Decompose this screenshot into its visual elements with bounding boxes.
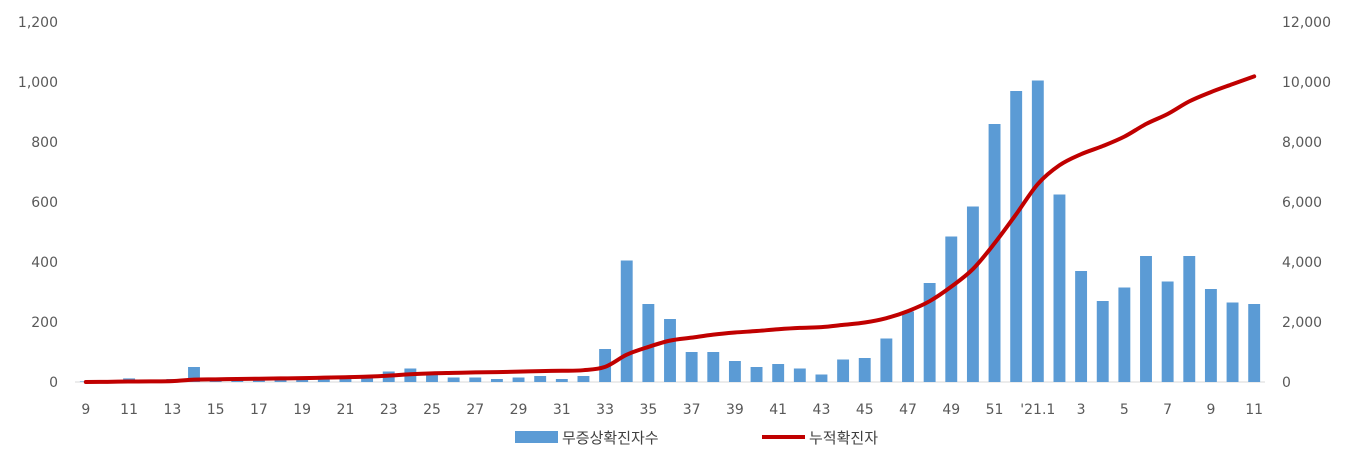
bar [1204, 289, 1217, 382]
x-axis-tick-label: 9 [81, 402, 90, 418]
bar [447, 377, 460, 382]
left-axis-tick-label: 800 [31, 135, 58, 151]
x-axis-tick-label: 15 [207, 402, 225, 418]
x-axis-tick-label: 51 [986, 402, 1004, 418]
bar [490, 379, 503, 382]
bar [555, 379, 568, 382]
bar [988, 124, 1001, 382]
x-axis-tick-label: 31 [553, 402, 571, 418]
bar [837, 359, 850, 382]
x-axis-tick-label: 37 [683, 402, 701, 418]
left-axis-tick-label: 1,000 [18, 75, 58, 91]
right-axis-tick-label: 10,000 [1282, 75, 1331, 91]
right-axis-tick-label: 4,000 [1282, 255, 1322, 271]
bar [1183, 256, 1196, 382]
bar [1075, 271, 1088, 382]
bar [685, 352, 698, 382]
bar [188, 367, 200, 382]
x-axis-tick-label: '21.1 [1020, 402, 1055, 418]
right-axis-tick-label: 8,000 [1282, 135, 1322, 151]
right-axis-tick-label: 2,000 [1282, 315, 1322, 331]
x-axis-tick-label: 11 [1245, 402, 1263, 418]
left-axis-tick-label: 0 [49, 375, 58, 391]
x-axis-tick-label: 29 [510, 402, 528, 418]
bar [858, 358, 871, 382]
cumulative-line [83, 74, 1257, 384]
x-axis-tick-label: 23 [380, 402, 398, 418]
x-axis-ticks: 9 11 13 15 17 19 21 23 25 27 29 31 33 35 37 39 41 43 45 47 4… [81, 402, 1263, 418]
left-axis-tick-label: 400 [31, 255, 58, 271]
bar [945, 236, 958, 382]
legend: 무증상확진자수 누적확진자 [515, 429, 878, 447]
bar [339, 377, 352, 382]
x-axis-tick-label: 41 [769, 402, 787, 418]
bar [577, 376, 590, 382]
bar [664, 319, 676, 382]
x-axis-tick-label: 21 [337, 402, 355, 418]
bar [469, 377, 482, 382]
bar [512, 377, 525, 382]
legend-bar-swatch [515, 431, 558, 443]
bar [815, 374, 828, 382]
x-axis-tick-label: 17 [250, 402, 268, 418]
bar [317, 377, 330, 382]
bar [1140, 256, 1152, 382]
x-axis-tick-label: 35 [639, 402, 657, 418]
right-axis-tick-label: 6,000 [1282, 195, 1322, 211]
bar [296, 379, 309, 382]
bar [880, 338, 893, 382]
bar [1226, 302, 1239, 382]
legend-bar-label: 무증상확진자수 [562, 429, 659, 447]
x-axis-tick-label: 47 [899, 402, 917, 418]
bar-series-group [79, 80, 1261, 382]
left-axis-tick-label: 1,200 [18, 15, 58, 31]
x-axis-tick-label: 3 [1077, 402, 1086, 418]
right-axis-tick-label: 0 [1282, 375, 1291, 391]
bar [620, 260, 633, 382]
x-axis-tick-label: 49 [942, 402, 960, 418]
bar [923, 283, 936, 382]
bar [426, 373, 438, 382]
x-axis-tick-label: 11 [120, 402, 138, 418]
x-axis-tick-label: 33 [596, 402, 614, 418]
x-axis-tick-label: 13 [163, 402, 181, 418]
x-axis-tick-label: 39 [726, 402, 744, 418]
x-axis-tick-label: 7 [1163, 402, 1172, 418]
left-axis-ticks: 0 200 400 600 800 1,000 1,200 [18, 15, 58, 391]
x-axis-tick-label: 45 [856, 402, 874, 418]
right-axis-ticks: 0 2,000 4,000 6,000 8,000 10,000 12,000 [1282, 15, 1331, 391]
bar [274, 379, 287, 382]
legend-line-label: 누적확진자 [809, 429, 878, 447]
bar [361, 376, 374, 382]
bar [1031, 80, 1044, 382]
bar [1248, 304, 1261, 382]
bar [707, 352, 720, 382]
bar [902, 311, 914, 382]
x-axis-tick-label: 25 [423, 402, 441, 418]
x-axis-tick-label: 5 [1120, 402, 1129, 418]
bar [772, 364, 785, 382]
x-axis-tick-label: 9 [1206, 402, 1215, 418]
bar [966, 206, 979, 382]
x-axis-tick-label: 43 [813, 402, 831, 418]
bar [1161, 281, 1174, 382]
bar [642, 304, 655, 382]
left-axis-tick-label: 200 [31, 315, 58, 331]
bar [1053, 194, 1066, 382]
bar [1118, 287, 1131, 382]
bar [1096, 301, 1109, 382]
x-axis-tick-label: 19 [293, 402, 311, 418]
right-axis-tick-label: 12,000 [1282, 15, 1331, 31]
left-axis-tick-label: 600 [31, 195, 58, 211]
bar [793, 368, 806, 382]
bar [750, 367, 763, 382]
bar [534, 376, 547, 382]
x-axis-tick-label: 27 [466, 402, 484, 418]
bar [728, 361, 741, 382]
bar [1010, 91, 1023, 382]
